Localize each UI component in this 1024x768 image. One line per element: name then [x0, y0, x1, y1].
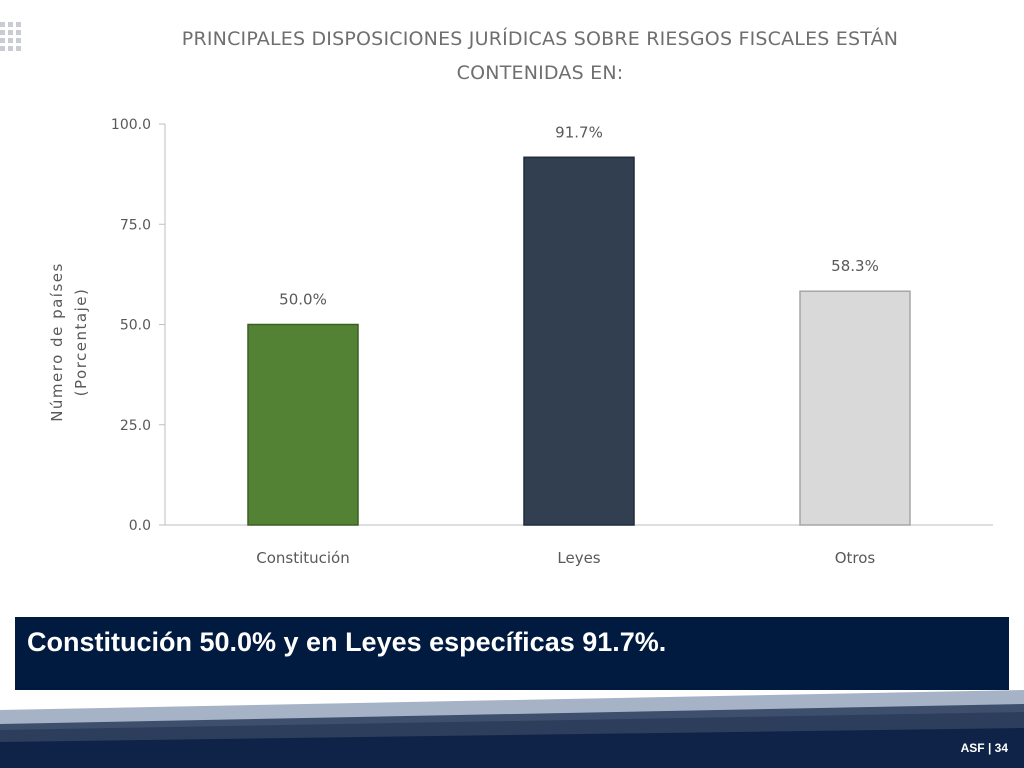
- y-axis-label-line-2: (Porcentaje): [72, 288, 90, 397]
- bar-chart: Número de países (Porcentaje) 0.0 25.0 50.…: [48, 117, 993, 567]
- bar-otros: [799, 290, 911, 526]
- category-label: Constitución: [256, 549, 350, 567]
- chart-title-line-2: CONTENIDAS EN:: [456, 62, 624, 84]
- y-axis-label-line-1: Número de países: [48, 262, 66, 422]
- decorative-dot-grid: [0, 22, 21, 51]
- bars: [247, 156, 911, 526]
- category-label: Otros: [835, 549, 876, 567]
- caption-text: Constitución 50.0% y en Leyes específica…: [27, 627, 667, 657]
- y-tick-label: 75.0: [120, 217, 151, 233]
- y-axis-label: Número de países (Porcentaje): [48, 262, 90, 422]
- data-label: 50.0%: [279, 291, 327, 309]
- footer-label: ASF | 34: [960, 741, 1008, 755]
- y-axis-ticks: 0.0 25.0 50.0 75.0 100.0: [111, 117, 165, 534]
- chart-title: PRINCIPALES DISPOSICIONES JURÍDICAS SOBR…: [120, 22, 960, 90]
- category-label: Leyes: [557, 549, 600, 567]
- data-label: 91.7%: [555, 123, 603, 141]
- bar-constitucion: [247, 323, 359, 526]
- footer-band: [0, 690, 1024, 768]
- category-labels: 50.0% Constitución 91.7% Leyes 58.3% Otros: [256, 123, 879, 567]
- caption-box: Constitución 50.0% y en Leyes específica…: [15, 617, 1009, 690]
- y-tick-label: 50.0: [120, 318, 151, 334]
- y-tick-label: 0.0: [129, 518, 151, 534]
- data-label: 58.3%: [831, 257, 879, 275]
- y-tick-label: 25.0: [120, 418, 151, 434]
- bar-leyes: [523, 156, 635, 526]
- chart-title-line-1: PRINCIPALES DISPOSICIONES JURÍDICAS SOBR…: [181, 28, 899, 50]
- y-tick-label: 100.0: [111, 117, 151, 133]
